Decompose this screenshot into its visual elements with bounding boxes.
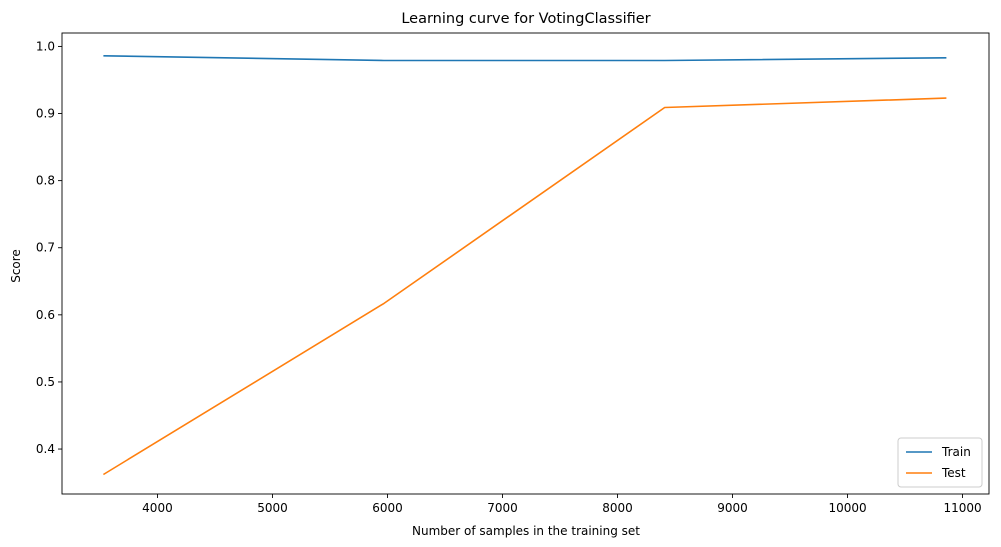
x-tick-label-3: 7000 [487, 501, 518, 515]
y-tick-label-1: 0.5 [36, 375, 55, 389]
series-line-train [103, 55, 947, 62]
y-axis-label: Score [9, 249, 23, 283]
x-tick-label-7: 11000 [943, 501, 981, 515]
x-tick-label-2: 6000 [372, 501, 403, 515]
x-tick-label-4: 8000 [602, 501, 633, 515]
legend-label-train: Train [941, 445, 971, 459]
x-tick-label-0: 4000 [142, 501, 173, 515]
plot-frame [61, 32, 990, 495]
x-axis-label: Number of samples in the training set [412, 524, 640, 538]
legend-label-test: Test [941, 466, 966, 480]
series-line-test [102, 97, 947, 476]
legend: Train Test [897, 437, 983, 488]
x-tick-label-5: 9000 [717, 501, 748, 515]
chart-title: Learning curve for VotingClassifier [401, 11, 650, 27]
legend-box [897, 437, 983, 488]
y-tick-label-2: 0.6 [36, 308, 55, 322]
y-tick-label-4: 0.8 [36, 174, 55, 188]
x-tick-label-6: 10000 [828, 501, 866, 515]
plot-area: 4000 5000 6000 7000 8000 9000 10000 11000 0.4 0.5… [36, 32, 990, 515]
y-tick-label-3: 0.7 [36, 241, 55, 255]
y-tick-label-6: 1.0 [36, 39, 55, 53]
y-tick-label-5: 0.9 [36, 107, 55, 121]
x-tick-label-1: 5000 [257, 501, 288, 515]
y-tick-label-0: 0.4 [36, 442, 55, 456]
